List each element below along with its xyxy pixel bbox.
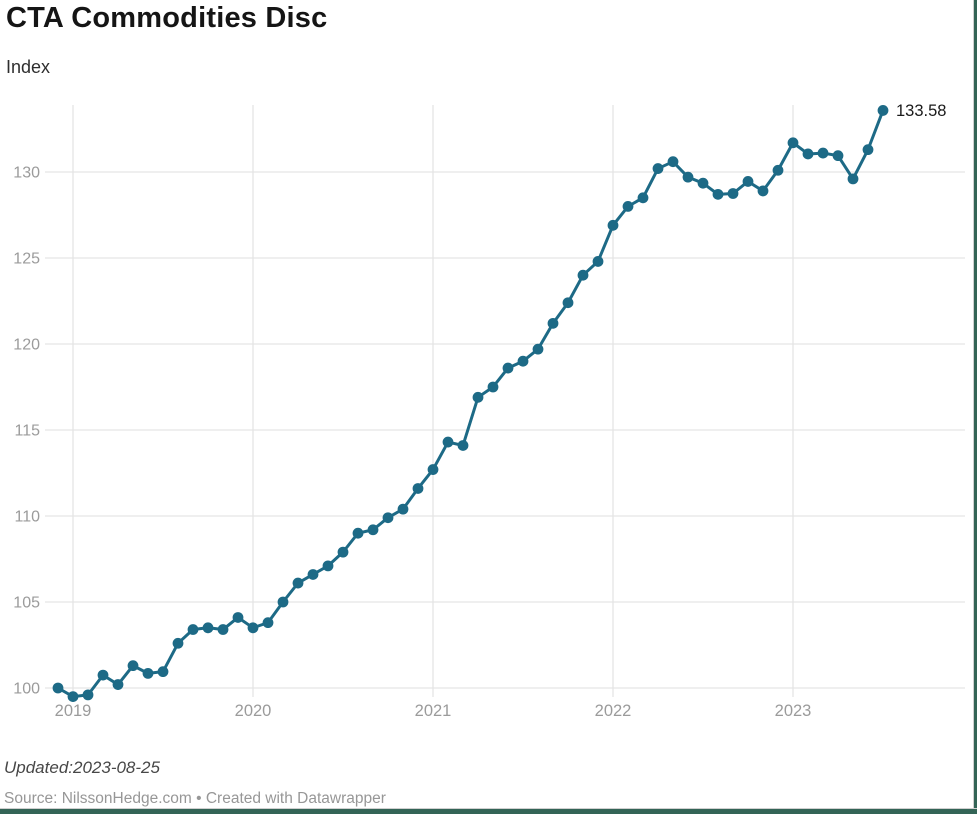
svg-text:130: 130 <box>13 165 40 182</box>
chart-border-right <box>973 0 974 814</box>
chart-title: CTA Commodities Disc <box>6 2 328 34</box>
svg-text:120: 120 <box>13 337 40 354</box>
svg-text:2022: 2022 <box>595 702 632 720</box>
last-value-label: 133.58 <box>896 102 946 120</box>
chart-border-bottom <box>0 808 977 809</box>
svg-text:2023: 2023 <box>775 702 812 720</box>
svg-text:2020: 2020 <box>235 702 272 720</box>
svg-text:2019: 2019 <box>55 702 92 720</box>
page-frame-bottom <box>0 809 977 814</box>
svg-text:2021: 2021 <box>415 702 452 720</box>
svg-text:100: 100 <box>13 681 40 698</box>
svg-text:105: 105 <box>13 595 40 612</box>
svg-text:115: 115 <box>14 423 40 440</box>
svg-text:110: 110 <box>14 509 40 526</box>
svg-text:125: 125 <box>13 251 40 268</box>
footer-source: Source: NilssonHedge.com • Created with … <box>4 790 386 807</box>
updated-timestamp: Updated:2023-08-25 <box>4 758 160 777</box>
chart-subtitle: Index <box>6 57 51 77</box>
page-frame-right <box>974 0 977 814</box>
